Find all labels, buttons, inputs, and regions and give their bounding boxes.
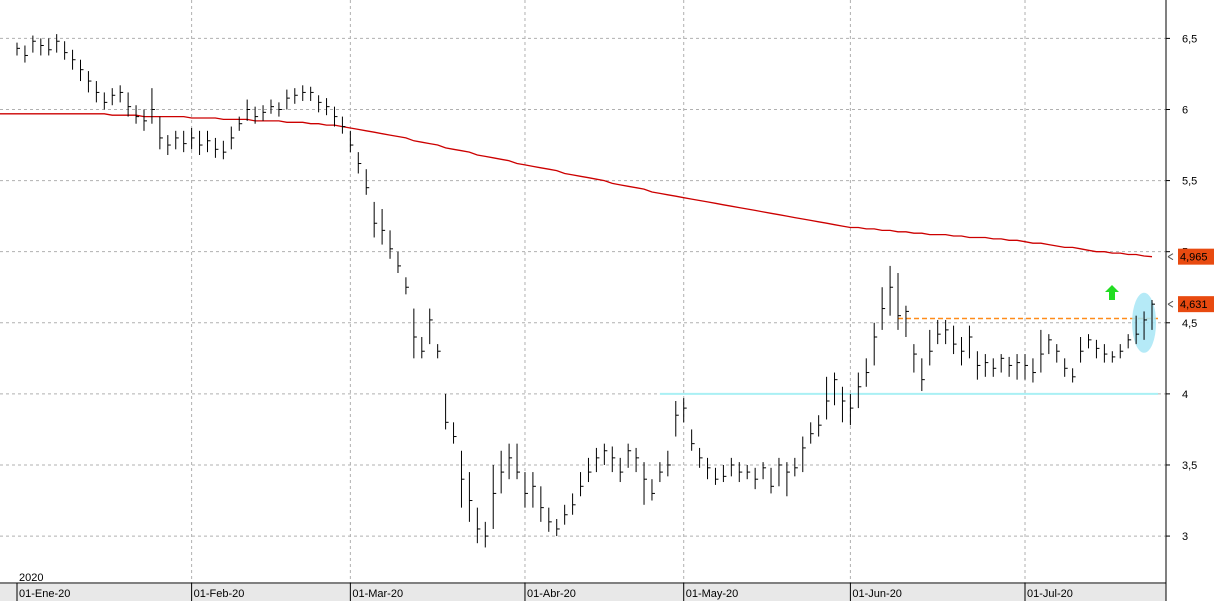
y-tick-label: 5,5 <box>1182 176 1197 188</box>
tag-pointer <box>1167 300 1174 308</box>
price-tag <box>1178 248 1214 265</box>
tag-pointer <box>1167 253 1174 261</box>
y-tick-label: 6 <box>1182 104 1188 116</box>
x-tick-label: 01-May-20 <box>686 588 739 600</box>
x-tick-label: 01-Abr-20 <box>527 588 576 600</box>
y-tick-label: 3,5 <box>1182 460 1197 472</box>
x-tick-label: 01-Jun-20 <box>852 588 902 600</box>
moving-average <box>0 113 1153 258</box>
y-tick-label: 6,5 <box>1182 33 1197 45</box>
up-arrow <box>1105 285 1119 300</box>
y-tick-label: 4,5 <box>1182 318 1197 330</box>
x-tick-label: 01-Feb-20 <box>194 588 245 600</box>
price-tag-label: 4,965 <box>1180 252 1208 264</box>
y-tick-label: 3 <box>1182 531 1188 543</box>
x-tick-label: 01-Mar-20 <box>352 588 403 600</box>
price-tag-label: 4,631 <box>1180 299 1208 311</box>
y-tick-label: 4 <box>1182 389 1188 401</box>
year-label: 2020 <box>19 572 43 584</box>
price-tag <box>1178 296 1214 313</box>
x-axis-band <box>0 584 1166 601</box>
x-tick-label: 01-Jul-20 <box>1027 588 1073 600</box>
x-tick-label: 01-Ene-20 <box>19 588 70 600</box>
